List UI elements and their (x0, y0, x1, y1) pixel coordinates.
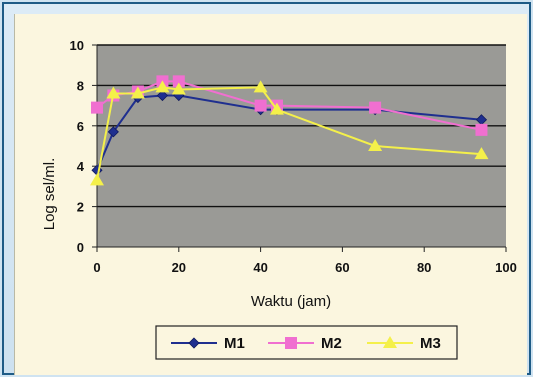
y-tick-label: 2 (77, 200, 84, 215)
legend-marker (285, 337, 297, 349)
x-tick-label: 100 (495, 260, 517, 275)
x-axis-label: Waktu (jam) (251, 293, 331, 310)
series-group (90, 75, 489, 186)
line-chart: 0 2 4 6 8 10 0 20 40 60 80 100 Waktu (jam) Log sel… (41, 38, 517, 360)
legend-entry: M2 (268, 335, 342, 352)
data-point (269, 102, 284, 115)
legend-marker (383, 336, 397, 348)
legend-entry: M1 (171, 335, 245, 352)
x-tick-label: 40 (253, 260, 267, 275)
data-point (130, 86, 145, 99)
legend-label: M2 (321, 335, 342, 352)
y-ticks: 0 2 4 6 8 10 (70, 38, 97, 255)
data-point (368, 139, 383, 151)
data-point (91, 101, 103, 114)
y-tick-label: 0 (77, 240, 84, 255)
y-tick-label: 6 (77, 119, 84, 134)
data-point (254, 99, 267, 112)
data-point (107, 126, 119, 138)
plot-area (97, 45, 506, 247)
y-axis-label: Log sel/ml. (41, 158, 58, 231)
legend-marker (188, 337, 200, 349)
data-point (171, 82, 186, 95)
legend: M1 M2 M3 (155, 325, 458, 360)
data-point (172, 75, 185, 88)
data-point (474, 147, 489, 160)
data-point (90, 173, 104, 186)
y-tick-label: 4 (77, 159, 85, 174)
series-m3 (90, 80, 489, 186)
y-tick-label: 10 (70, 38, 84, 53)
legend-label: M3 (420, 335, 441, 352)
data-point (106, 86, 121, 99)
x-tick-label: 0 (93, 260, 100, 275)
legend-label: M1 (224, 335, 245, 352)
legend-items: M1 M2 M3 (171, 335, 441, 352)
data-point (155, 80, 170, 93)
x-tick-label: 60 (335, 260, 349, 275)
x-tick-label: 20 (172, 260, 186, 275)
data-point (369, 101, 382, 114)
data-point (156, 89, 169, 102)
x-ticks: 0 20 40 60 80 100 (93, 247, 517, 275)
y-tick-label: 8 (77, 78, 84, 93)
data-point (253, 80, 268, 93)
x-tick-label: 80 (417, 260, 431, 275)
legend-entry: M3 (367, 335, 441, 352)
chart-panel: 0 2 4 6 8 10 0 20 40 60 80 100 Waktu (jam) Log sel… (14, 14, 527, 375)
data-point (475, 123, 488, 136)
